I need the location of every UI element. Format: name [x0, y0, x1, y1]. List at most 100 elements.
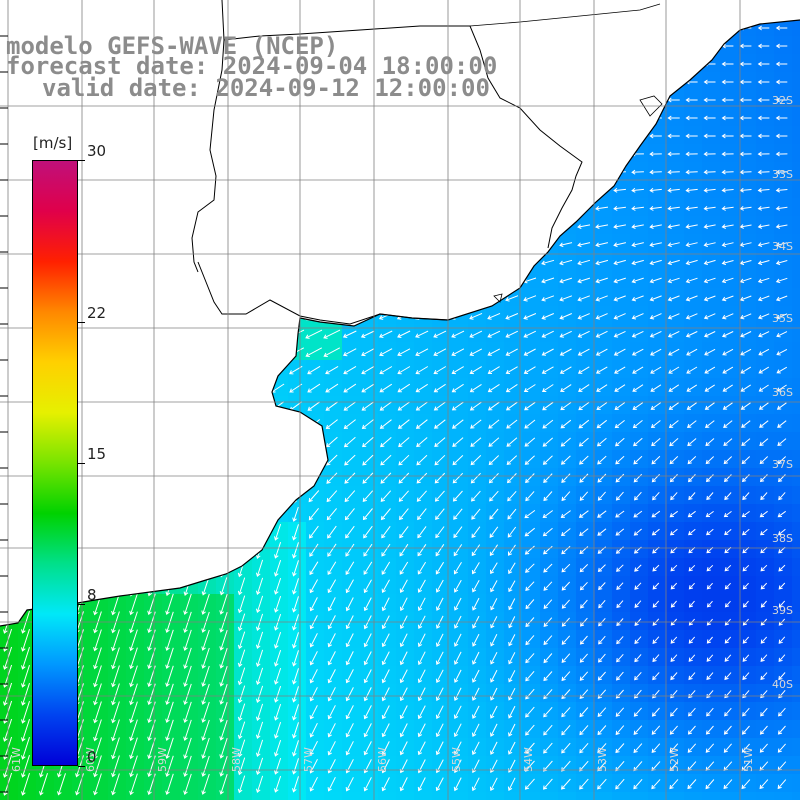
wind-arrow: [777, 456, 787, 465]
wind-arrow: [706, 492, 714, 501]
wind-arrow: [342, 330, 357, 338]
wind-arrow: [417, 526, 427, 539]
wind-arrow: [559, 348, 572, 356]
wind-arrow: [145, 436, 159, 448]
wind-arrow: [739, 97, 752, 103]
wind-arrow: [399, 561, 409, 575]
wind-arrow: [454, 669, 462, 683]
wind-arrow: [525, 635, 535, 646]
wind-arrow: [775, 277, 788, 284]
wind-arrow: [631, 313, 644, 320]
wind-arrow: [271, 436, 284, 448]
wind-arrow: [577, 169, 591, 175]
wind-arrow: [560, 455, 571, 465]
wind-arrow: [417, 651, 426, 666]
wind-arrow: [579, 742, 589, 754]
wind-arrow: [577, 133, 590, 139]
wind-arrow: [469, 366, 482, 375]
wind-arrow: [487, 348, 501, 356]
wind-arrow: [379, 383, 393, 393]
wind-arrow: [398, 454, 410, 466]
wind-arrow: [250, 133, 269, 139]
wind-arrow: [508, 544, 516, 556]
wind-arrow: [579, 599, 588, 609]
wind-arrow: [577, 79, 590, 85]
wind-arrow: [490, 705, 498, 719]
wind-arrow: [255, 631, 264, 649]
wind-arrow: [232, 151, 251, 157]
wind-arrow: [543, 778, 553, 790]
wind-arrow: [91, 418, 105, 430]
wind-arrow: [632, 384, 644, 392]
wind-arrow: [361, 365, 375, 375]
wind-arrow: [304, 25, 323, 31]
wind-arrow: [201, 559, 210, 578]
wind-arrow: [577, 61, 590, 67]
wind-arrow: [434, 472, 446, 484]
wind-arrow: [670, 689, 678, 699]
wind-arrow: [595, 43, 608, 49]
wind-arrow: [724, 654, 732, 662]
wind-arrow: [345, 651, 354, 666]
wind-arrow: [721, 133, 734, 139]
wind-arrow: [685, 25, 698, 31]
wind-arrow: [432, 151, 447, 157]
wind-arrow: [739, 61, 752, 67]
wind-arrow: [650, 420, 661, 429]
wind-arrow: [597, 455, 607, 465]
wind-arrow: [325, 365, 339, 375]
wind-arrow: [522, 133, 537, 139]
wind-arrow: [109, 418, 123, 430]
wind-arrow: [522, 61, 537, 67]
wind-arrow: [274, 577, 282, 595]
wind-arrow: [70, 133, 89, 139]
wind-arrow: [362, 490, 374, 502]
wind-arrow: [757, 260, 770, 266]
wind-arrow: [378, 43, 393, 49]
wind-arrow: [235, 383, 249, 393]
wind-arrow: [614, 402, 626, 411]
wind-arrow: [436, 597, 444, 611]
wind-arrow: [201, 683, 210, 705]
wind-arrow: [453, 526, 463, 539]
wind-arrow: [450, 259, 465, 266]
wind-arrow: [775, 43, 788, 49]
wind-arrow: [432, 295, 447, 302]
wind-arrow: [237, 775, 246, 794]
wind-arrow: [453, 687, 462, 702]
wind-arrow: [631, 133, 644, 139]
wind-arrow: [111, 521, 120, 543]
wind-arrow: [52, 151, 71, 157]
wind-arrow: [396, 277, 411, 284]
wind-arrow: [124, 188, 143, 194]
wind-arrow: [706, 600, 713, 608]
wind-arrow: [106, 115, 125, 121]
wind-arrow: [292, 542, 299, 559]
wind-arrow: [705, 528, 714, 536]
wind-arrow: [525, 473, 535, 484]
wind-arrow: [775, 187, 788, 193]
wind-arrow: [378, 277, 393, 284]
wind-arrow: [703, 25, 716, 31]
wind-arrow: [615, 528, 625, 536]
wind-arrow: [21, 682, 30, 706]
wind-arrow: [93, 773, 102, 796]
wind-arrow: [165, 737, 174, 760]
wind-arrow: [142, 312, 161, 321]
wind-arrow: [219, 683, 228, 705]
wind-arrow: [631, 115, 644, 121]
wind-arrow: [129, 576, 138, 597]
wind-arrow: [775, 61, 788, 67]
wind-arrow: [129, 647, 138, 670]
wind-arrow: [613, 61, 626, 67]
wind-arrow: [595, 115, 608, 121]
wind-arrow: [561, 473, 571, 483]
wind-arrow: [309, 633, 318, 648]
wind-arrow: [741, 743, 750, 753]
wind-arrow: [199, 418, 213, 430]
wind-arrow: [307, 383, 321, 393]
wind-arrow: [776, 348, 788, 356]
wind-arrow: [360, 115, 375, 121]
wind-arrow: [363, 705, 372, 720]
wind-arrow: [670, 600, 677, 608]
